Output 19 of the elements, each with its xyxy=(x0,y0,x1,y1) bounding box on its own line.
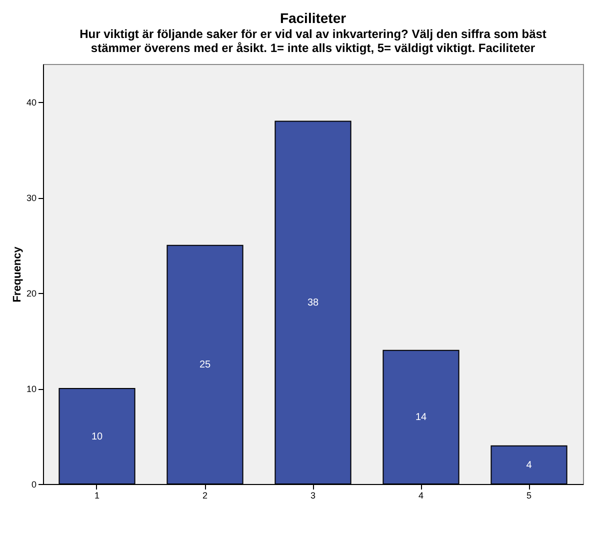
y-tick-label: 10 xyxy=(26,384,36,394)
x-tick-label: 5 xyxy=(526,490,532,500)
y-tick-label: 30 xyxy=(26,193,36,204)
x-tick-label: 2 xyxy=(202,490,208,500)
y-tick-label: 40 xyxy=(26,98,36,108)
text: Hur viktigt är följande saker för er vid val av inkvartering? Välj den siffra som bäst xyxy=(80,27,546,41)
text: stämmer överens med er åsikt. 1= inte alls viktigt, 5= väldigt viktigt. Faciliteter xyxy=(90,41,536,55)
x-tick-label: 1 xyxy=(94,490,100,500)
chart-title: Faciliteter xyxy=(280,10,347,26)
y-tick-label: 0 xyxy=(31,480,36,490)
data-label: 14 xyxy=(415,412,427,424)
x-tick-label: 4 xyxy=(418,490,424,500)
y-axis-title: Frequency xyxy=(11,246,24,302)
data-label: 10 xyxy=(91,431,103,442)
y-tick-label: 20 xyxy=(26,288,36,299)
data-label: 25 xyxy=(199,360,211,371)
x-tick-label: 3 xyxy=(310,490,316,500)
data-label: 4 xyxy=(526,460,532,471)
data-label: 38 xyxy=(307,298,319,309)
